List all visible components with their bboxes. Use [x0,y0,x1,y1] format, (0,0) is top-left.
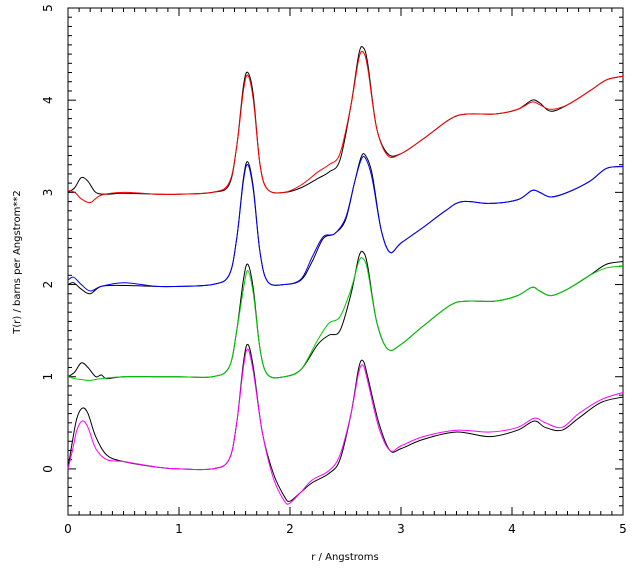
y-tick-label: 2 [41,281,55,289]
tick-labels: 0 1 2 3 4 5 0 1 2 3 4 5 [41,4,627,536]
y-tick-label: 1 [41,373,55,381]
x-tick-label: 4 [508,522,516,536]
x-tick-label: 1 [175,522,183,536]
y-tick-label: 5 [41,4,55,12]
x-axis-title: r / Angstroms [311,552,378,563]
x-tick-label: 2 [286,522,294,536]
x-tick-label: 3 [397,522,405,536]
y-tick-label: 0 [41,465,55,473]
series-line-3 [67,153,624,295]
series-line-2 [67,50,624,204]
series-line-8 [67,348,624,505]
y-tick-label: 3 [41,189,55,197]
y-tick-label: 4 [41,96,55,104]
series-line-6 [67,257,624,381]
axis-ticks [67,7,624,516]
series-lines [67,45,624,505]
series-line-1 [67,45,624,195]
x-tick-label: 5 [619,522,627,536]
y-axis-title: T(r) / barns per Angstrom**2 [12,190,23,334]
series-line-5 [67,250,624,380]
x-tick-label: 0 [64,522,72,536]
series-line-4 [67,155,624,292]
series-line-7 [67,343,624,502]
